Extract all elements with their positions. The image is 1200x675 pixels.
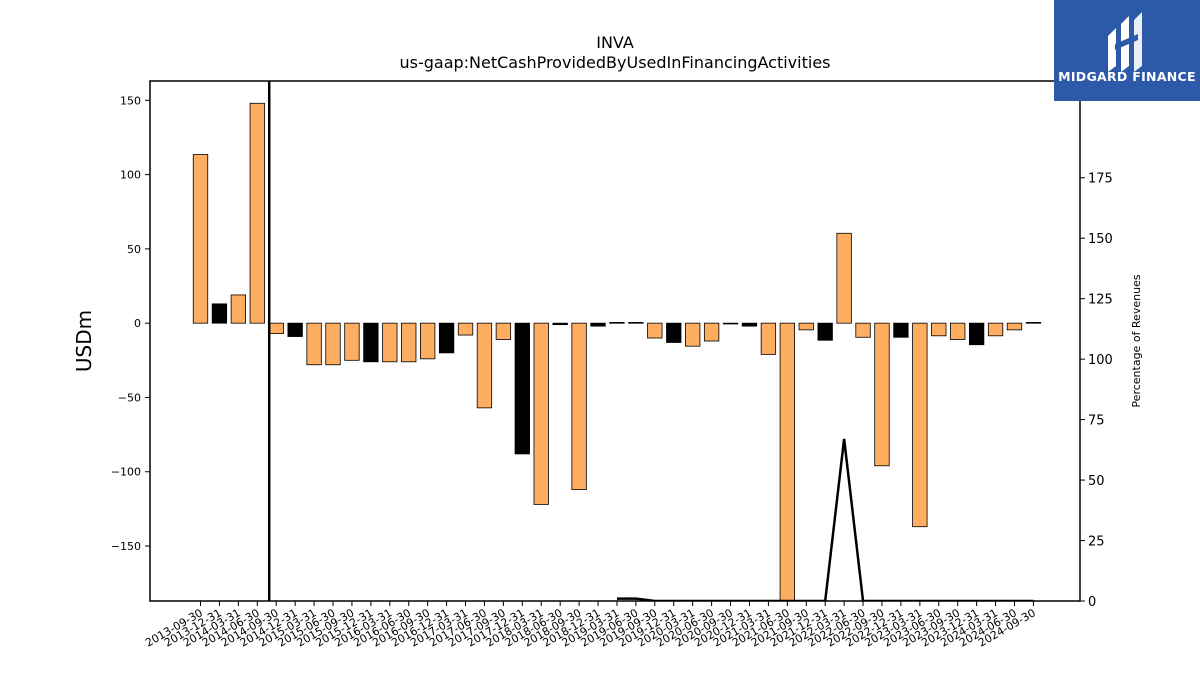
bar-2014-03-31	[230, 294, 247, 324]
y-axis-right-label: Percentage of Revenues	[1130, 274, 1143, 407]
bar-2020-12-31	[741, 322, 758, 327]
revenue-percentage-line	[616, 438, 1034, 601]
bar-2017-06-30	[476, 322, 493, 409]
y-tick-label: 100	[120, 169, 141, 182]
bar-2015-06-30	[325, 322, 341, 366]
y-right-tick-label: 75	[1088, 414, 1105, 429]
y-right-tick-label: 175	[1088, 172, 1113, 187]
y-tick-label: −100	[111, 466, 141, 479]
y-right-tick-label: 100	[1088, 353, 1113, 368]
y-right-tick-label: 150	[1088, 232, 1113, 247]
bar-2020-03-31	[685, 322, 701, 347]
y-tick-label: 0	[134, 317, 141, 330]
bar-2024-03-31	[987, 322, 1004, 337]
y-right-tick-label: 25	[1088, 535, 1105, 550]
bar-2017-09-30	[495, 322, 512, 340]
bar-2024-09-30	[1025, 322, 1042, 324]
bar-2016-09-30	[420, 322, 436, 360]
bar-2013-09-30	[192, 154, 209, 324]
bar-2015-09-30	[344, 322, 360, 361]
bar-2017-12-31	[514, 322, 530, 455]
bar-2016-12-31	[438, 322, 455, 354]
bar-2021-09-30	[798, 322, 814, 331]
bar-2014-06-30	[249, 102, 265, 324]
bar-2014-09-30	[268, 322, 284, 334]
bar-2019-12-31	[666, 322, 682, 343]
y-right-tick-label: 0	[1088, 595, 1096, 610]
bar-2023-12-31	[968, 322, 985, 346]
bar-2023-09-30	[950, 322, 966, 340]
y-tick-label: −150	[111, 540, 141, 553]
bar-2022-06-30	[855, 322, 871, 338]
bar-2024-06-30	[1006, 322, 1023, 331]
chart-marks	[192, 81, 1042, 601]
bar-2021-12-31	[817, 322, 833, 341]
bar-2018-12-31	[590, 322, 606, 327]
logo-icon	[1108, 12, 1142, 72]
plot-area: −150−100−5005010015002550751001251501752…	[111, 80, 1113, 650]
bar-2015-12-31	[363, 322, 379, 363]
chart-title: INVA	[596, 33, 634, 52]
bar-2017-03-31	[457, 322, 474, 336]
bar-2018-09-30	[571, 322, 587, 490]
bar-2019-03-31	[609, 322, 625, 324]
bar-2014-12-31	[287, 322, 303, 337]
bar-2023-03-31	[912, 322, 928, 528]
bar-2020-09-30	[722, 322, 739, 325]
bar-2022-03-31	[836, 232, 852, 324]
plot-frame	[149, 80, 1081, 602]
y-tick-label: −50	[118, 391, 141, 404]
bar-2022-09-30	[874, 322, 890, 467]
y-tick-label: 50	[127, 243, 141, 256]
y-right-tick-label: 50	[1088, 474, 1105, 489]
y-axis-label: USDm	[72, 310, 96, 372]
bar-2021-03-31	[760, 322, 777, 355]
bar-2016-03-31	[382, 322, 398, 363]
bar-2018-06-30	[552, 322, 568, 326]
y-right-tick-label: 125	[1088, 293, 1113, 308]
bar-2023-06-30	[931, 322, 947, 337]
bar-2020-06-30	[703, 322, 720, 342]
bar-2022-12-31	[893, 322, 909, 338]
chart-subtitle: us-gaap:NetCashProvidedByUsedInFinancing…	[399, 53, 830, 72]
bar-2019-09-30	[647, 322, 663, 339]
bar-2019-06-30	[628, 322, 644, 324]
logo-text: MIDGARD FINANCE	[1058, 69, 1196, 84]
y-tick-label: 150	[120, 94, 141, 107]
bar-2021-06-30	[779, 322, 795, 601]
bar-2013-12-31	[211, 303, 228, 324]
bar-2015-03-31	[306, 322, 322, 366]
bar-2016-06-30	[401, 322, 417, 363]
bar-2018-03-31	[533, 322, 549, 505]
brand-logo: MIDGARD FINANCE	[1054, 0, 1200, 101]
